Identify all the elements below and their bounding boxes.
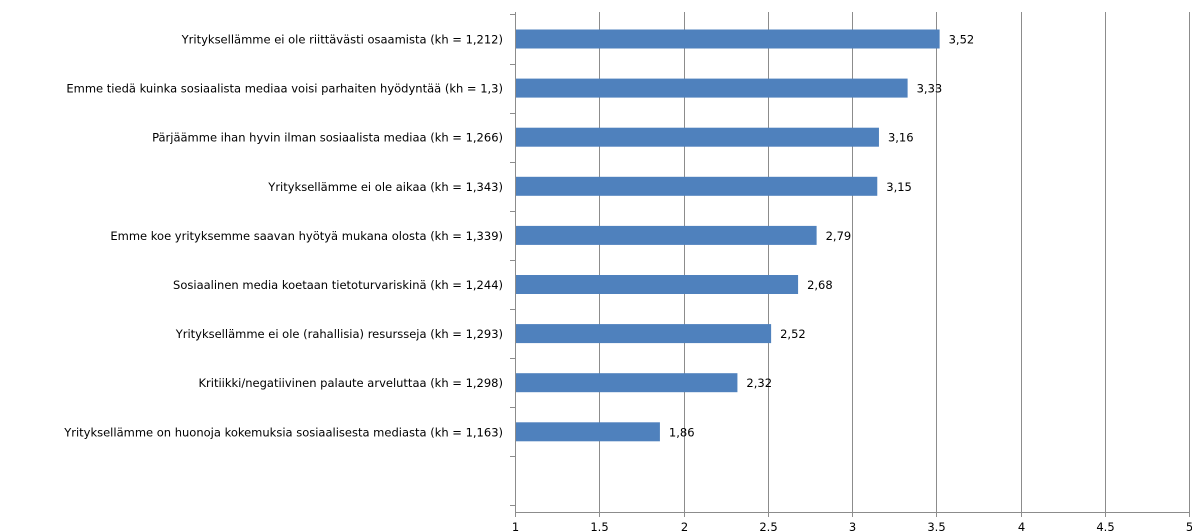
category-label: Pärjäämme ihan hyvin ilman sosiaalista m… (152, 131, 503, 145)
x-tick-label: 5 (1186, 520, 1192, 531)
x-tick-label: 3.5 (927, 520, 945, 531)
bar (516, 422, 660, 442)
x-tick-label: 2.5 (759, 520, 777, 531)
category-label: Kritiikki/negatiivinen palaute arvelutta… (199, 376, 504, 390)
axes (510, 12, 1190, 517)
x-tick-label: 1 (512, 520, 519, 531)
data-label: 2,52 (780, 327, 806, 341)
category-label: Yrityksellämme ei ole aikaa (kh = 1,343) (267, 180, 503, 194)
data-label: 3,16 (888, 131, 914, 145)
category-label: Emme tiedä kuinka sosiaalista mediaa voi… (66, 82, 503, 96)
category-label: Yrityksellämme ei ole (rahallisia) resur… (175, 327, 503, 341)
category-label: Yrityksellämme on huonoja kokemuksia sos… (63, 425, 503, 439)
data-label: 3,15 (886, 180, 912, 194)
bars (516, 29, 940, 442)
bar (516, 324, 772, 344)
x-tick-label: 4 (1018, 520, 1025, 531)
x-tick-label: 4.5 (1096, 520, 1114, 531)
category-label: Emme koe yrityksemme saavan hyötyä mukan… (110, 229, 503, 243)
x-tick-label: 1.5 (590, 520, 608, 531)
x-tick-label: 2 (681, 520, 688, 531)
bar (516, 127, 879, 147)
labels: 1 1.5 2 2.5 3 3.5 4 4.5 5 3,52 Yrityksellämme ei o… (63, 33, 1192, 531)
bar (516, 373, 738, 393)
data-label: 2,68 (807, 278, 833, 292)
bar (516, 78, 908, 98)
bar (516, 29, 940, 49)
bar (516, 225, 817, 245)
bar (516, 176, 878, 196)
category-label: Sosiaalinen media koetaan tietoturvarisk… (173, 278, 503, 292)
data-label: 3,33 (917, 82, 943, 96)
bar (516, 275, 799, 294)
data-label: 2,32 (746, 376, 772, 390)
category-label: Yrityksellämme ei ole riittävästi osaami… (181, 33, 503, 47)
data-label: 2,79 (826, 229, 852, 243)
data-label: 1,86 (669, 425, 695, 439)
data-label: 3,52 (949, 33, 975, 47)
x-tick-label: 3 (849, 520, 856, 531)
